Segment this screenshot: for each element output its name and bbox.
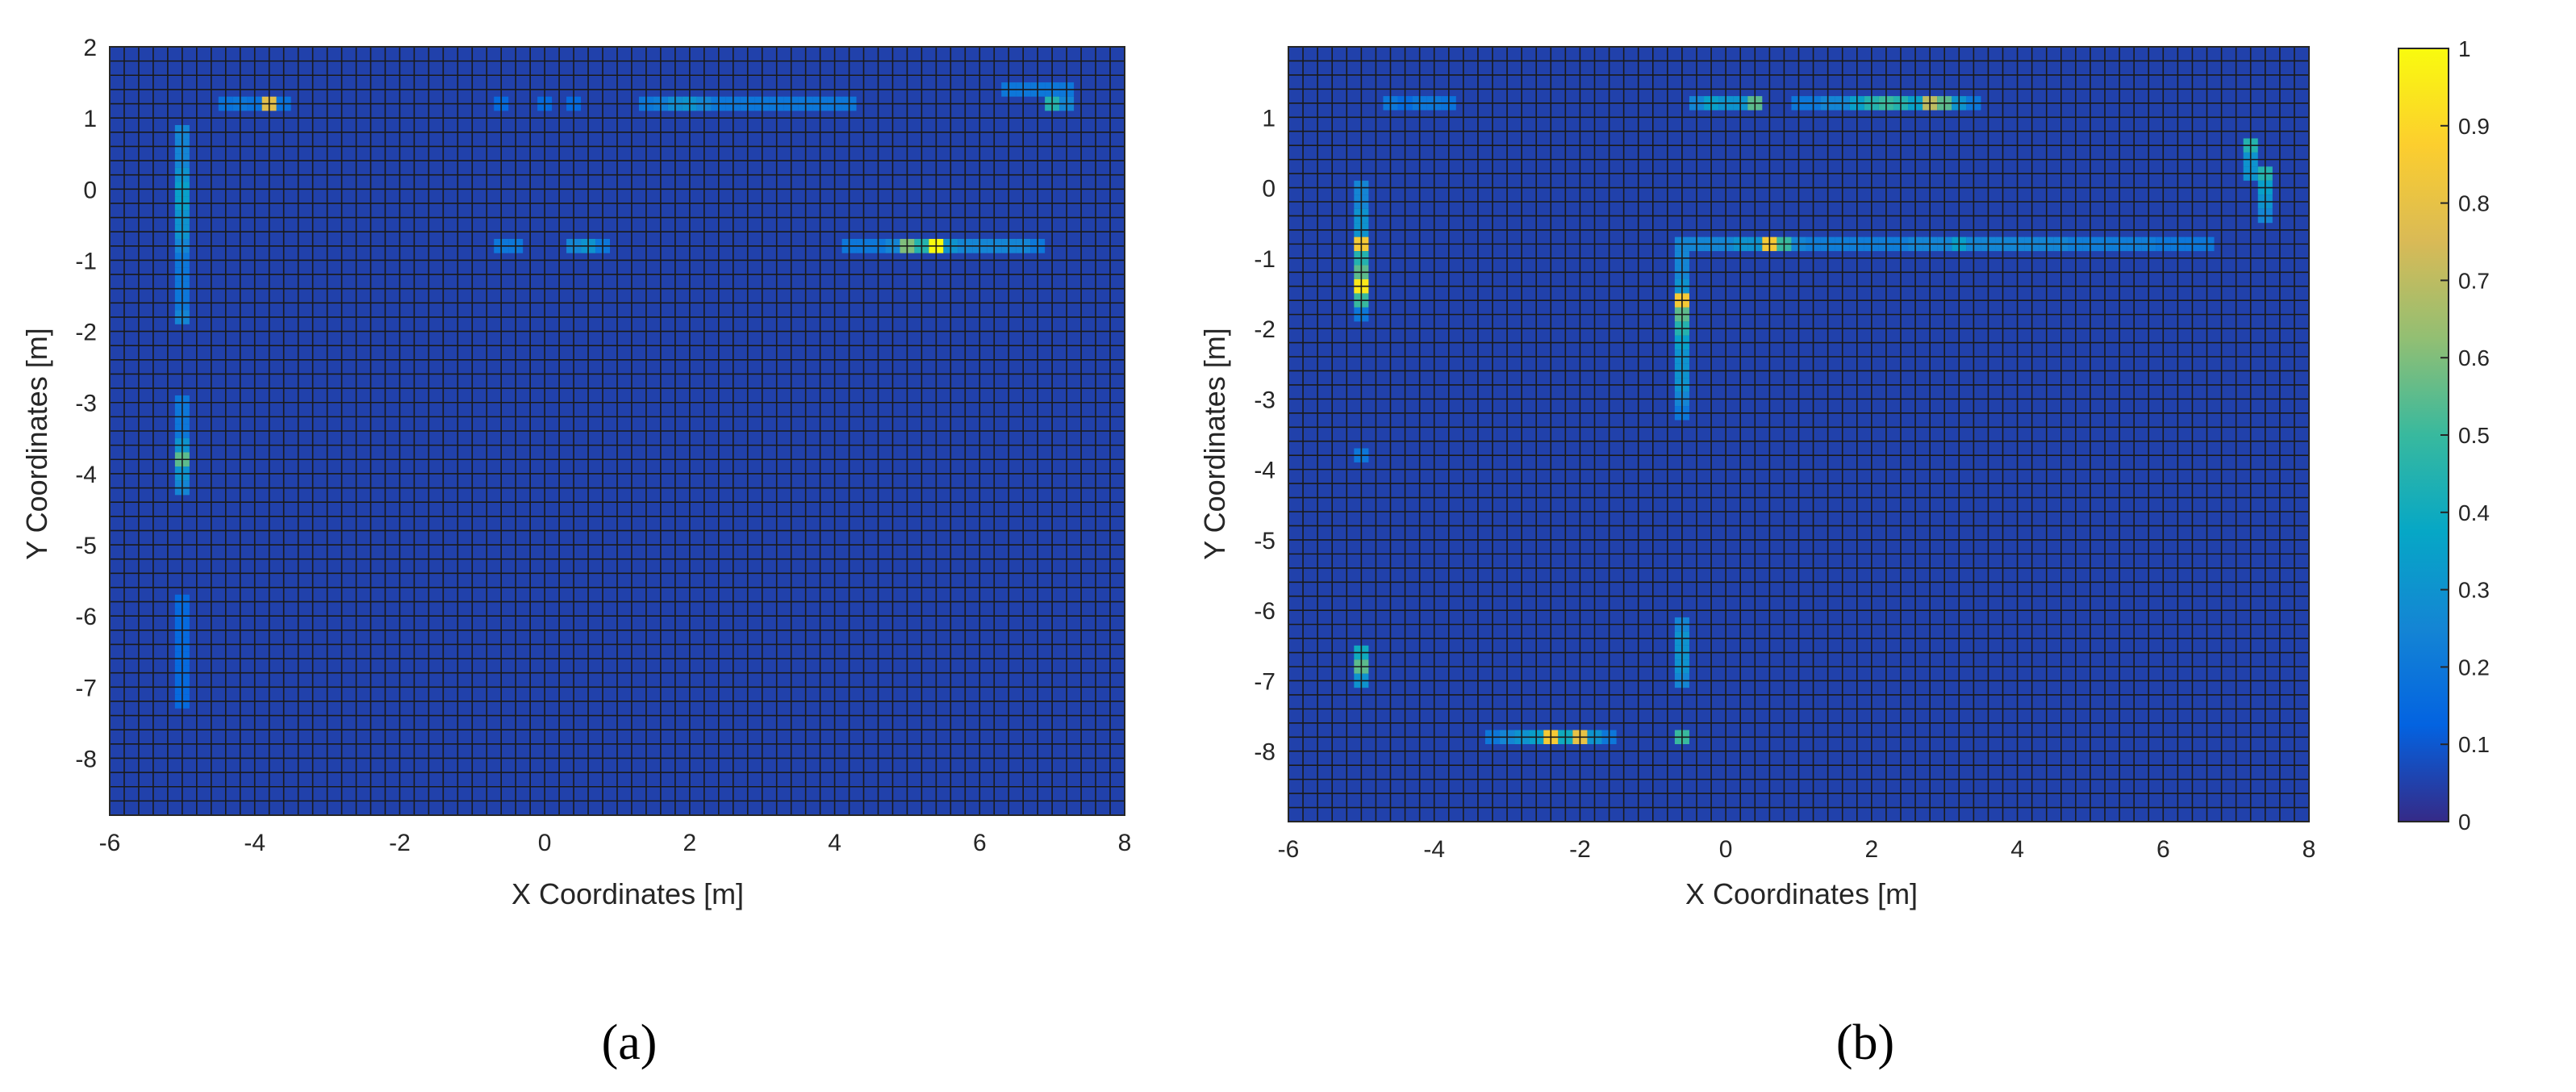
plot-frame-1 [1288,46,2310,822]
y-axis-label-a: Y Coordinates [m] [20,328,53,559]
x-tick-label: 8 [2303,836,2316,863]
x-tick-label: -2 [389,830,411,856]
colorbar-tick-label: 0.4 [2458,500,2490,525]
x-tick-label: 0 [538,830,552,856]
colorbar-tick-label: 0.6 [2458,345,2490,370]
x-tick-label: 2 [683,830,697,856]
x-axis-label-b: X Coordinates [m] [1685,877,1918,910]
colorbar-tick-label: 0.5 [2458,423,2490,448]
panel-label-a-text: (a) [602,1015,658,1070]
x-tick-label: 6 [973,830,987,856]
y-tick-label: 0 [83,177,97,203]
grid-lines-0 [109,46,1125,816]
x-axis-label-a: X Coordinates [m] [511,877,744,910]
y-tick-label: -2 [75,320,97,346]
colorbar-tick-label: 0.8 [2458,191,2490,216]
heatmap-panel-b: -6 -4 -2 0 2 4 6 8 10-1-2-3-4-5-6-7-8 X Coordin… [1198,46,2316,1070]
y-tick-label: -2 [1254,316,1275,343]
y-tick-label: -7 [75,675,97,701]
y-tick-label: 1 [1262,105,1275,132]
grid-lines-1 [1288,46,2310,822]
y-tick-label: -6 [1254,598,1275,625]
y-tick-label: -4 [1254,458,1275,484]
panel-label-b: (b) [1836,1015,1894,1070]
y-tick-label: -3 [75,391,97,417]
y-tick-label: -8 [1254,739,1275,766]
plot-area-b [1288,46,2310,822]
plot-area-a [109,46,1125,816]
x-tick-label: -2 [1569,836,1591,863]
y-tick-label: -7 [1254,668,1275,695]
y-tick-labels-b: 1 0 -1 -2 -3 -4 -5 -6 -7 -8 [1254,105,1275,765]
y-tick-label: -5 [1254,528,1275,554]
x-tick-label: 0 [1719,836,1733,863]
x-tick-label: 6 [2156,836,2170,863]
x-tick-label: -4 [1423,836,1445,863]
x-tick-label: 8 [1118,830,1132,856]
y-tick-labels-a: 2 1 0 -1 -2 -3 -4 -5 -6 -7 -8 [75,35,97,772]
y-tick-label: -3 [1254,387,1275,413]
panel-label-b-text: (b) [1836,1015,1894,1070]
colorbar: 1 0.9 0.8 0.7 0.6 0.5 0.4 0.3 0.2 0.1 0 [2398,36,2490,835]
x-tick-label: -4 [244,830,265,856]
x-tick-label: 4 [828,830,841,856]
y-tick-label: -1 [1254,246,1275,273]
y-tick-label: 1 [83,106,97,132]
y-tick-label: -8 [75,746,97,772]
y-tick-label: -1 [75,248,97,274]
colorbar-tick-label: 0.3 [2458,578,2490,603]
colorbar-tick-label: 0.2 [2458,655,2490,680]
colorbar-ticks: 1 0.9 0.8 0.7 0.6 0.5 0.4 0.3 0.2 0.1 0 [2440,36,2490,835]
colorbar-tick-label: 1 [2458,36,2471,61]
y-tick-label: -4 [75,462,97,488]
heatmap-panel-a: -6 -4 -2 0 2 4 6 8 2 1 0 -1 -2 -3 -4 -5 -6 -7 -8 X Coordi… [20,35,1131,1070]
y-tick-label: -5 [75,533,97,559]
x-tick-label: -6 [99,830,121,856]
x-tick-label: -6 [1278,836,1300,863]
colorbar-tick-label: 0 [2458,810,2471,835]
x-tick-labels-a: -6 -4 -2 0 2 4 6 8 [99,830,1132,856]
panel-label-a: (a) [602,1015,658,1070]
x-tick-label: 2 [1865,836,1879,863]
colorbar-tick-label: 0.9 [2458,114,2490,139]
x-tick-labels-b: -6 -4 -2 0 2 4 6 8 [1278,836,2316,863]
y-tick-label: 0 [1262,176,1275,203]
colorbar-tick-label: 0.1 [2458,732,2490,757]
colorbar-tick-label: 0.7 [2458,268,2490,293]
x-tick-label: 4 [2010,836,2024,863]
y-axis-label-b: Y Coordinates [m] [1198,328,1231,559]
y-tick-label: -6 [75,604,97,630]
y-tick-label: 2 [83,35,97,61]
plot-frame-0 [109,46,1125,816]
